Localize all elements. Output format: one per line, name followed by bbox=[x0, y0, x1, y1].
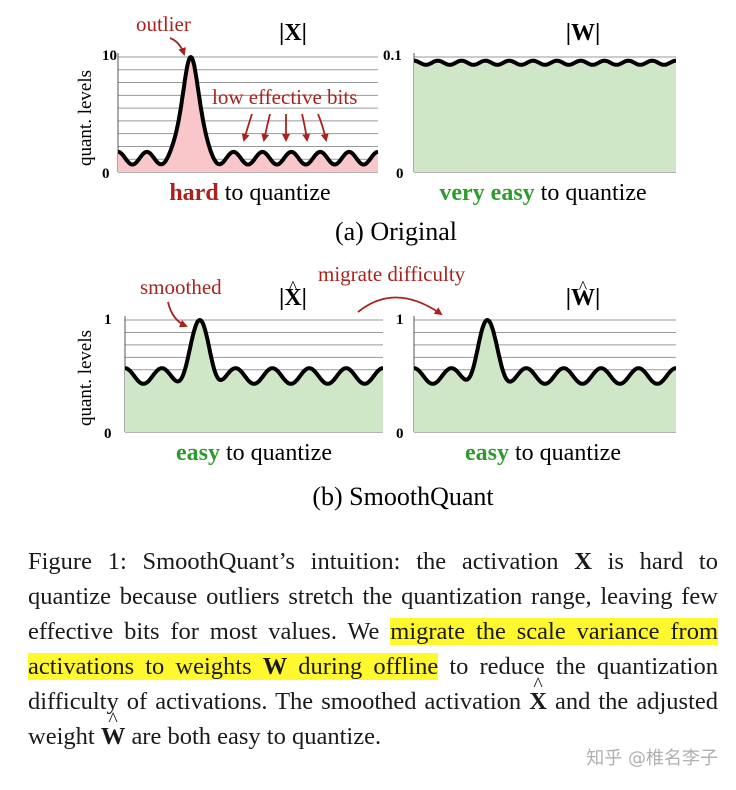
panel-b-subcaption: (b) SmoothQuant bbox=[312, 482, 494, 511]
panel-a-subcaption: (a) Original bbox=[335, 217, 457, 246]
fill-a-x bbox=[118, 57, 378, 172]
caption-w-symbol: W bbox=[262, 653, 288, 680]
a-x-status-strong: hard bbox=[169, 180, 219, 206]
b-w-ymax-label: 1 bbox=[396, 312, 404, 328]
panel-b-y-axis-label: quant. levels bbox=[75, 330, 96, 426]
caption-x-symbol: X bbox=[574, 548, 592, 575]
a-w-status-strong2: easy bbox=[491, 180, 535, 206]
plot-b-x: 1 0 |X| ^ smoothed easy to quantize bbox=[104, 275, 385, 466]
panel-a-y-axis-label: quant. levels bbox=[75, 70, 96, 166]
b-x-title-hat: ^ bbox=[289, 277, 298, 297]
smoothed-arrow bbox=[167, 301, 188, 328]
caption-part-1: Figure 1: SmoothQuant’s intuition: the a… bbox=[28, 548, 575, 575]
b-w-title-hat: ^ bbox=[579, 277, 588, 297]
a-x-zero-label: 0 bbox=[102, 166, 110, 182]
fill-b-x bbox=[125, 320, 383, 432]
caption-part-4: and the adjusted weight bbox=[28, 688, 718, 750]
b-w-title: |W| bbox=[566, 285, 601, 311]
b-w-title-prefix: | bbox=[566, 285, 571, 311]
migrate-arrow bbox=[357, 296, 443, 316]
migrate-annotation: migrate difficulty bbox=[318, 262, 466, 286]
caption-w-hat-symbol: W bbox=[101, 703, 126, 754]
figure-caption: Figure 1: SmoothQuant’s intuition: the a… bbox=[28, 544, 718, 754]
plot-a-x: 10 0 |X| outlier low effective bits hard… bbox=[102, 12, 380, 206]
fill-a-w bbox=[414, 60, 676, 173]
curve-b-w bbox=[412, 318, 678, 386]
b-x-ymax-label: 1 bbox=[104, 312, 112, 328]
a-w-status-strong1: very bbox=[439, 180, 484, 206]
a-x-status-rest: to quantize bbox=[219, 180, 331, 206]
grid-a-x bbox=[117, 53, 378, 173]
panel-b: quant. levels 1 0 |X| ^ smoothed easy to… bbox=[75, 262, 678, 511]
b-w-status-rest: to quantize bbox=[509, 440, 621, 466]
b-x-status: easy to quantize bbox=[176, 440, 332, 466]
caption-highlight-1: migrate the scale variance from activati… bbox=[28, 618, 718, 680]
caption-highlight-2: during offline bbox=[287, 653, 439, 680]
a-x-status: hard to quantize bbox=[169, 180, 330, 206]
outlier-annotation: outlier bbox=[136, 12, 191, 36]
a-w-status: very easy to quantize bbox=[439, 180, 646, 206]
plot-a-w: 0.1 0 |W| very easy to quantize bbox=[383, 20, 678, 206]
low-bits-arrows bbox=[241, 113, 329, 142]
b-w-status-strong: easy bbox=[465, 440, 509, 466]
fill-b-w bbox=[414, 320, 676, 432]
b-w-zero-label: 0 bbox=[396, 426, 404, 442]
figure: quant. levels 10 0 |X| outlier low effec… bbox=[75, 12, 678, 511]
panel-a: quant. levels 10 0 |X| outlier low effec… bbox=[75, 12, 678, 246]
b-x-title-suffix: | bbox=[302, 285, 307, 311]
figure-svg: quant. levels 10 0 |X| outlier low effec… bbox=[75, 12, 678, 511]
caption-part-2: is hard to quantize because outliers str… bbox=[28, 548, 718, 645]
a-w-zero-label: 0 bbox=[396, 166, 404, 182]
low-bits-annotation: low effective bits bbox=[212, 85, 357, 109]
a-x-ymax-label: 10 bbox=[102, 48, 117, 64]
a-w-status-rest: to quantize bbox=[535, 180, 647, 206]
b-x-status-rest: to quantize bbox=[220, 440, 332, 466]
caption-part-5: are both easy to quantize. bbox=[125, 723, 382, 750]
b-x-title-prefix: | bbox=[279, 285, 284, 311]
b-w-title-letter: W bbox=[571, 285, 595, 311]
b-w-status: easy to quantize bbox=[465, 440, 621, 466]
smoothed-annotation: smoothed bbox=[140, 275, 222, 299]
curve-a-x bbox=[116, 55, 380, 167]
watermark: 知乎 @椎名李子 bbox=[586, 748, 718, 769]
b-w-title-suffix: | bbox=[595, 285, 600, 311]
b-x-title: |X| bbox=[279, 285, 307, 311]
b-x-zero-label: 0 bbox=[104, 426, 112, 442]
curve-a-w bbox=[412, 58, 678, 67]
plot-b-w: 1 0 |W| ^ easy to quantize bbox=[396, 277, 678, 466]
outlier-arrow bbox=[169, 37, 186, 56]
a-w-ymax-label: 0.1 bbox=[383, 48, 402, 64]
a-w-title: |W| bbox=[566, 20, 601, 46]
curve-b-x bbox=[123, 318, 385, 386]
caption-x-hat-symbol: X bbox=[529, 668, 547, 719]
b-x-title-letter: X bbox=[284, 285, 302, 311]
a-x-title: |X| bbox=[279, 20, 307, 46]
b-x-status-strong: easy bbox=[176, 440, 220, 466]
